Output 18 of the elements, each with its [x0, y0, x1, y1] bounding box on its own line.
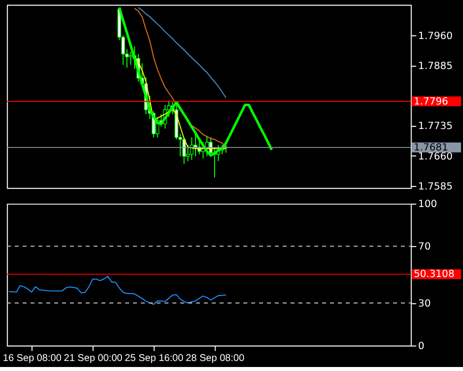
ref-line-label: 1.7681	[414, 142, 448, 154]
x-tick-label: 28 Sep 08:00	[186, 352, 245, 364]
y-tick-label: 1.7960	[418, 31, 453, 42]
y-tick-label: 100	[418, 199, 437, 210]
ref-line-label: 50.3108	[414, 269, 454, 280]
y-tick-label: 1.7885	[418, 61, 453, 72]
line-series	[138, 7, 226, 98]
x-tick-label: 16 Sep 08:00	[2, 352, 62, 364]
y-tick-label: 30	[418, 298, 431, 310]
y-tick-label: 0	[418, 341, 424, 352]
ref-line-label: 1.7796	[414, 96, 448, 108]
y-tick-label: 1.7660	[418, 151, 453, 162]
line-series	[8, 276, 226, 305]
y-tick-label: 1.7735	[418, 121, 453, 132]
y-tick-label: 70	[418, 242, 431, 253]
x-tick-label: 21 Sep 00:00	[64, 352, 123, 364]
y-tick-label: 1.7585	[418, 181, 453, 192]
x-tick-label: 25 Sep 16:00	[124, 352, 184, 364]
